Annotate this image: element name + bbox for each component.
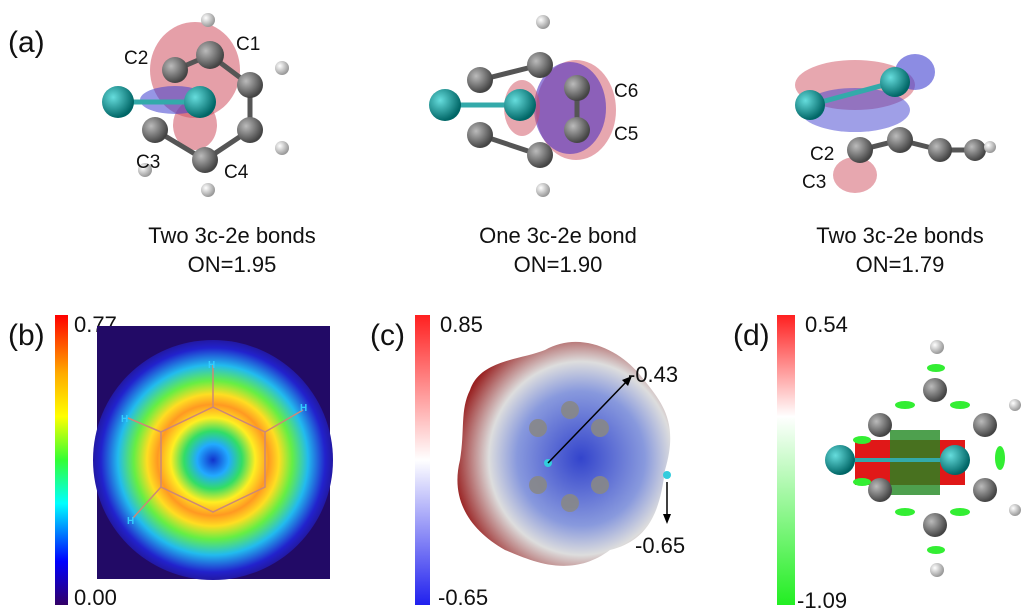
caption: Two 3c-2e bonds bbox=[816, 223, 984, 248]
atom-label: C1 bbox=[236, 34, 260, 55]
annotation: -0.43 bbox=[628, 362, 678, 387]
occupation: ON=1.95 bbox=[188, 252, 277, 277]
atom-label: C5 bbox=[614, 124, 638, 145]
atom-label: C3 bbox=[802, 172, 826, 193]
figure: (a) C2 C1 C3 C4 Two 3c-2e bonds ON=1.95 … bbox=[0, 0, 1022, 610]
h-label: H bbox=[208, 360, 215, 371]
colorbar bbox=[415, 315, 430, 605]
panel-label: (c) bbox=[370, 319, 405, 352]
atom-label: C3 bbox=[136, 152, 160, 173]
caption: Two 3c-2e bonds bbox=[148, 223, 316, 248]
colorbar bbox=[55, 315, 68, 605]
panel-label: (b) bbox=[8, 319, 45, 352]
occupation: ON=1.79 bbox=[856, 252, 945, 277]
h-label: H bbox=[127, 516, 134, 527]
colorbar-min: 0.00 bbox=[74, 585, 117, 610]
panel-label: (d) bbox=[733, 319, 770, 352]
colorbar-min: -0.65 bbox=[438, 585, 488, 610]
molecule-2: C6 C5 bbox=[429, 15, 638, 197]
colorbar bbox=[777, 315, 795, 605]
occupation: ON=1.90 bbox=[514, 252, 603, 277]
atom-label: C4 bbox=[224, 162, 249, 183]
colorbar-max: 0.54 bbox=[805, 312, 848, 337]
colorbar-max: 0.85 bbox=[440, 312, 483, 337]
atom-label: C2 bbox=[124, 48, 148, 69]
caption: One 3c-2e bond bbox=[479, 223, 637, 248]
colorbar-min: -1.09 bbox=[797, 588, 847, 610]
atom-label: C2 bbox=[810, 144, 834, 165]
annotation: -0.65 bbox=[635, 533, 685, 558]
atom-label: C6 bbox=[614, 81, 638, 102]
h-label: H bbox=[300, 403, 307, 414]
molecule-1: C2 C1 C3 C4 bbox=[102, 13, 289, 197]
molecule-3: C2 C3 bbox=[795, 54, 996, 193]
panel-label: (a) bbox=[8, 26, 45, 59]
h-label: H bbox=[121, 414, 128, 425]
nci-molecule bbox=[825, 340, 1021, 577]
